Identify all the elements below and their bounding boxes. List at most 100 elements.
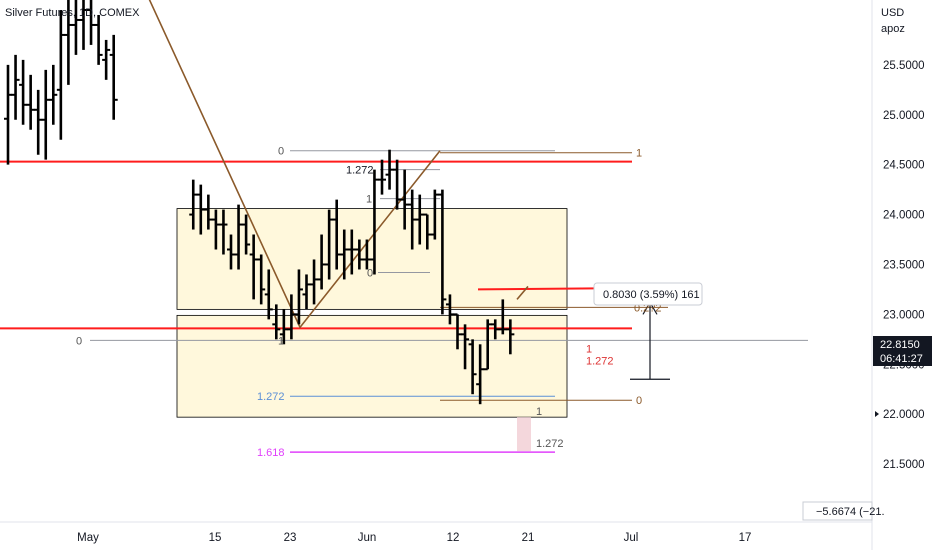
fib-box-lower <box>176 314 568 418</box>
ohlc-bar <box>468 339 477 395</box>
price-tick-label: 23.0000 <box>883 309 925 321</box>
time-tick-label: 17 <box>739 532 752 544</box>
time-tick-label: 15 <box>209 532 222 544</box>
price-tick-label: 25.5000 <box>883 60 925 72</box>
ohlc-bar <box>11 54 20 120</box>
ohlc-bar <box>393 159 402 210</box>
ohlc-bar <box>26 74 35 130</box>
ohlc-bar <box>264 269 273 320</box>
fib-label: 1.272 <box>257 391 285 403</box>
measure-label: 0.8030 (3.59%) 161 <box>603 289 700 301</box>
ohlc-bar <box>87 0 96 45</box>
measure-tooltip <box>593 282 703 306</box>
price-axis[interactable]: 25.5000 25.0000 24.5000 24.0000 23.5000 23.00… <box>883 60 925 471</box>
ohlc-bar <box>19 59 28 125</box>
time-tick-label: 23 <box>284 532 297 544</box>
ohlc-bar <box>56 9 65 140</box>
ohlc-bar <box>415 194 424 245</box>
price-tick-label: 23.5000 <box>883 259 925 271</box>
ohlc-bar <box>109 34 118 120</box>
zigzag-line <box>148 0 441 329</box>
ohlc-bar <box>506 319 515 355</box>
pink-marker <box>517 417 531 452</box>
zigzag-line <box>516 285 529 300</box>
ohlc-bar <box>325 209 334 280</box>
indicator-value-box <box>802 501 873 521</box>
fib-label: 1 <box>536 406 542 418</box>
price-tag <box>873 336 932 366</box>
ohlc-bar <box>79 0 88 50</box>
ohlc-bar <box>453 313 462 350</box>
ohlc-bar <box>355 239 364 270</box>
ohlc-bar <box>272 304 281 340</box>
price-tick-label: 24.0000 <box>883 210 925 222</box>
ohlc-bar <box>204 194 213 230</box>
fib-label: 1.272 <box>536 438 564 450</box>
alert-marker-icon <box>875 411 879 417</box>
ohlc-bar <box>340 229 349 280</box>
ohlc-bar <box>189 179 198 230</box>
ohlc-bar <box>249 234 258 300</box>
fib-label: 0 <box>278 146 284 158</box>
ohlc-bar <box>423 213 432 250</box>
ohlc-bar <box>317 234 326 290</box>
ohlc-bar <box>234 204 243 270</box>
time-axis[interactable]: May 15 23 Jun 12 21 Jul 17 <box>77 532 751 544</box>
ohlc-bar <box>483 319 492 371</box>
time-tick-label: May <box>77 532 99 544</box>
drawing-lines <box>0 0 808 453</box>
indicator-value: −5.6674 (−21. <box>816 506 885 518</box>
fib-label: 1 <box>586 343 592 355</box>
price-tick-label: 21.5000 <box>883 459 925 471</box>
red-level-line <box>477 287 597 291</box>
ohlc-bar <box>498 299 507 335</box>
currency-label: USD <box>881 7 904 19</box>
fib-label: 0 <box>367 267 373 279</box>
time-tick-label: Jul <box>624 532 639 544</box>
ohlc-bar <box>279 309 288 345</box>
ohlc-bar <box>347 229 356 275</box>
time-tick-label: 12 <box>447 532 460 544</box>
ohlc-bar <box>287 294 296 340</box>
price-axis-label2: apoz <box>881 23 905 35</box>
ohlc-bar <box>257 254 266 305</box>
price-tick-label: 24.5000 <box>883 160 925 172</box>
ohlc-bar <box>211 209 220 250</box>
ohlc-bar <box>94 14 103 65</box>
ohlc-bar <box>71 0 80 55</box>
fib-label: 1 <box>636 148 642 160</box>
ohlc-bar <box>102 39 111 80</box>
time-tick-label: 21 <box>522 532 535 544</box>
ohlc-bar <box>302 274 311 310</box>
ohlc-bar <box>310 259 319 305</box>
ohlc-bar <box>385 149 394 190</box>
price-tick-label: 22.0000 <box>883 409 925 421</box>
price-tag-countdown: 06:41:27 <box>880 353 923 365</box>
ohlc-bar <box>438 189 447 315</box>
ohlc-bar <box>445 294 454 325</box>
ohlc-bars <box>4 0 515 405</box>
fib-label: 1.272 <box>586 355 614 367</box>
chart-title: Silver Futures, 1D, COMEX <box>5 7 140 19</box>
ohlc-bar <box>294 269 303 325</box>
ohlc-bar <box>370 169 379 275</box>
ohlc-bar <box>242 214 251 255</box>
fib-label: 1 <box>278 335 284 347</box>
ohlc-bar <box>378 159 386 195</box>
ohlc-bar <box>64 0 73 85</box>
ohlc-bar <box>4 64 12 165</box>
ohlc-bar <box>491 319 500 340</box>
price-tag-value: 22.8150 <box>880 339 920 351</box>
fib-label: 0 <box>636 395 642 407</box>
ohlc-bar <box>196 184 205 235</box>
ohlc-bar <box>41 69 50 160</box>
fib-label: 1 <box>366 194 372 206</box>
time-tick-label: Jun <box>358 532 377 544</box>
fib-label: 1.618 <box>257 447 285 459</box>
ohlc-bar <box>34 89 43 155</box>
price-tick-label: 25.0000 <box>883 110 925 122</box>
fib-label: 0 <box>76 335 82 347</box>
ohlc-bar <box>461 324 470 370</box>
ohlc-bar <box>332 199 341 270</box>
